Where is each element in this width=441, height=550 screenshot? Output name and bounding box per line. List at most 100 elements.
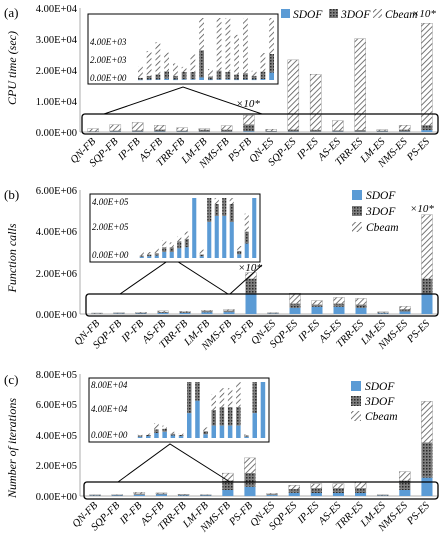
inset-bar-3dof-lm-es	[244, 435, 249, 437]
bar-3dof-ps-fb	[244, 473, 256, 487]
bar-3dof-trr-es	[354, 130, 366, 132]
inset-bar-cbeam-ip-es	[225, 18, 231, 72]
inset-bar-3dof-nms-es	[260, 71, 266, 79]
bar-3dof-sqp-es	[288, 489, 300, 493]
y-tick-b-3: 6.00E+06	[36, 186, 77, 197]
bar-3dof-sqp-es	[287, 129, 299, 132]
bar-3dof-ps-es	[421, 278, 433, 294]
y-tick-a-2: 2.00E+04	[36, 66, 78, 77]
bar-3dof-lm-es	[377, 312, 389, 314]
bar-sdof-nms-fb	[223, 312, 235, 314]
inset-tick-b-1: 2.00E+05	[92, 222, 129, 232]
inset-tick-b-0: 0.00E+00	[92, 250, 129, 260]
inset-bar-sdof-trr-es	[243, 79, 248, 80]
bar-cbeam-ps-es	[421, 401, 433, 443]
bar-3dof-trr-fb	[176, 130, 188, 132]
bar-3dof-as-fb	[154, 129, 166, 132]
inset-tick-a-1: 2.00E+03	[90, 55, 127, 65]
bar-3dof-lm-fb	[198, 130, 210, 132]
inset-bar-cbeam-lm-fb	[178, 433, 184, 435]
bar-cbeam-sqp-fb	[109, 124, 122, 132]
bar-cbeam-ps-fb	[244, 457, 256, 474]
inset-bar-cbeam-nms-es	[260, 53, 266, 72]
inset-bar-cbeam-qn-fb	[139, 252, 144, 256]
panel-label-c: (c)	[4, 372, 18, 387]
inset-bar-sdof-sqp-fb	[146, 79, 152, 81]
inset-tick-c-0: 0.00E+00	[91, 430, 128, 440]
inset-bar-sdof-sqp-fb	[147, 256, 152, 258]
inset-bar-sdof-as-fb	[162, 431, 167, 438]
inset-bar-sdof-ip-fb	[155, 79, 161, 80]
inset-bar-3dof-nms-es	[252, 382, 257, 414]
y-axis-title-a: CPU time (sec)	[5, 31, 19, 105]
bar-3dof-trr-fb	[178, 494, 190, 496]
inset-tick-c-2: 8.00E+04	[91, 380, 128, 390]
bar-cbeam-qn-es	[266, 493, 278, 495]
bar-cbeam-ps-es	[421, 23, 433, 126]
legend-c: SDOF 3DOF Cbeam	[351, 381, 398, 423]
legend-swatch-sdof-c	[351, 381, 361, 391]
y-tick-b-2: 4.00E+06	[36, 227, 77, 238]
inset-bar-3dof-ip-fb	[154, 429, 159, 433]
bar-3dof-lm-es	[376, 130, 388, 132]
bar-cbeam-lm-fb	[198, 128, 211, 131]
y-tick-c-2: 4.00E+05	[36, 431, 77, 442]
legend-label-3dof-c: 3DOF	[364, 396, 395, 408]
bar-sdof-ip-fb	[133, 494, 145, 496]
inset-tick-c-1: 4.00E+04	[91, 404, 128, 414]
inset-bar-sdof-lm-es	[237, 254, 242, 258]
bars-group-a	[87, 23, 433, 132]
inset-bar-sdof-ip-fb	[154, 433, 159, 438]
inset-bar-cbeam-sqp-es	[211, 394, 216, 410]
legend-swatch-sdof-a	[281, 9, 290, 18]
legend-label-cbeam-a: Cbeam	[385, 9, 418, 21]
bar-cbeam-nms-fb	[223, 309, 235, 311]
bar-cbeam-lm-es	[377, 494, 389, 496]
bar-sdof-ip-es	[310, 492, 322, 496]
bar-sdof-nms-es	[399, 311, 411, 314]
y-tick-c-0: 0.00E+00	[36, 492, 77, 503]
bars-group-b	[91, 214, 433, 314]
bar-sdof-as-es	[333, 306, 345, 314]
inset-bars-group-c	[137, 382, 266, 438]
inset-bar-3dof-ps-fb	[199, 50, 204, 78]
bar-cbeam-qn-es	[267, 312, 279, 314]
inset-bar-3dof-as-fb	[162, 247, 167, 252]
inset-bar-sdof-ps-fb	[199, 77, 204, 80]
inset-bar-sdof-qn-fb	[137, 436, 143, 438]
bar-3dof-qn-es	[265, 131, 277, 132]
inset-bar-sdof-ip-es	[219, 425, 225, 438]
legend-label-sdof-a: SDOF	[293, 9, 323, 21]
bar-cbeam-trr-es	[354, 482, 367, 489]
bar-sdof-ps-fb	[245, 293, 257, 314]
bar-sdof-trr-fb	[178, 495, 190, 496]
bar-sdof-ps-fb	[243, 131, 255, 132]
panel-label-b: (b)	[4, 187, 19, 202]
inset-bar-sdof-sqp-es	[207, 222, 212, 258]
y-tick-b-1: 2.00E+06	[36, 269, 77, 280]
bar-cbeam-ip-es	[309, 74, 322, 131]
note-b-pses: ×10*	[410, 203, 434, 215]
inset-bar-3dof-as-es	[227, 406, 233, 426]
y-axis-title-b: Function calls	[5, 223, 19, 293]
bar-cbeam-sqp-fb	[113, 312, 125, 314]
category-label-ip-es: IP-ES	[295, 136, 322, 163]
inset-bar-sdof-as-es	[227, 425, 233, 438]
inset-tick-a-0: 0.00E+00	[90, 73, 127, 83]
inset-bar-cbeam-qn-fb	[138, 66, 143, 78]
bar-3dof-as-fb	[157, 312, 169, 313]
inset-bar-sdof-nms-es	[244, 243, 249, 258]
inset-bar-3dof-ps-es	[269, 54, 274, 73]
inset-bar-3dof-as-es	[222, 198, 227, 216]
bar-3dof-as-fb	[155, 493, 167, 495]
zoom-connector-c	[117, 443, 231, 483]
bar-sdof-sqp-es	[289, 307, 301, 314]
y-tick-a-1: 1.00E+04	[36, 97, 78, 108]
inset-bar-sdof-nms-es	[260, 79, 266, 80]
bars-group-c	[89, 401, 433, 497]
bar-3dof-ip-es	[310, 130, 322, 132]
y-axis-title-c: Number of iterations	[5, 398, 19, 499]
zoom-connector-b-2	[229, 264, 263, 295]
bar-3dof-as-es	[333, 303, 345, 307]
